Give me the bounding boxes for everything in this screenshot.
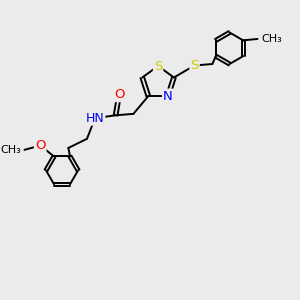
Text: CH₃: CH₃ [1,145,22,155]
Text: O: O [35,139,46,152]
Text: S: S [154,59,162,73]
Text: O: O [114,88,124,101]
Text: N: N [163,90,173,103]
Text: S: S [190,59,199,72]
Text: HN: HN [85,112,104,125]
Text: CH₃: CH₃ [262,34,283,44]
